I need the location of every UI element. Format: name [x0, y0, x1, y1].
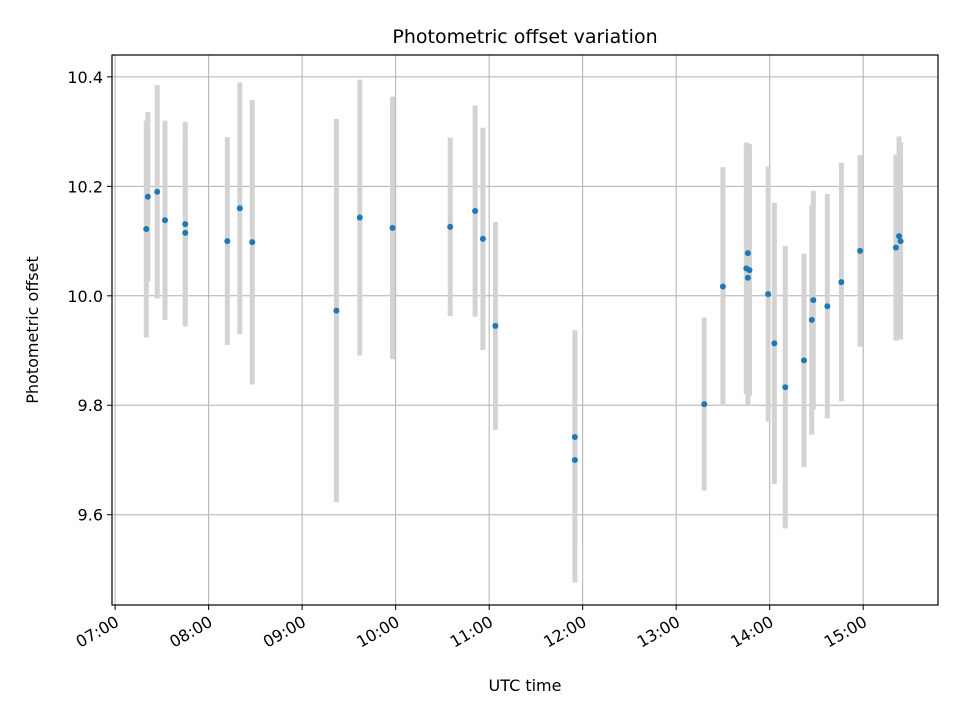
- data-point: [333, 307, 340, 314]
- data-point: [719, 283, 726, 290]
- data-point: [771, 340, 778, 347]
- data-point: [744, 274, 751, 281]
- chart-title: Photometric offset variation: [392, 26, 657, 48]
- x-axis-title: UTC time: [489, 676, 562, 695]
- data-point: [389, 224, 396, 231]
- data-point: [800, 357, 807, 364]
- data-point: [824, 303, 831, 310]
- data-point: [479, 235, 486, 242]
- plot-area-frame: [111, 54, 939, 606]
- data-point: [492, 322, 499, 329]
- data-point: [154, 188, 161, 195]
- data-points: [143, 188, 904, 463]
- data-point: [746, 267, 753, 274]
- data-point: [161, 217, 168, 224]
- data-point: [765, 291, 772, 298]
- data-point: [896, 233, 903, 240]
- y-axis: 9.6 9.8 10.0 10.2 10.4: [67, 68, 112, 525]
- data-point: [808, 316, 815, 323]
- data-point: [892, 244, 899, 251]
- y-tick-label: 9.8: [78, 396, 103, 415]
- data-point: [857, 247, 864, 254]
- data-point: [701, 401, 708, 408]
- data-point: [782, 384, 789, 391]
- y-tick-label: 10.4: [67, 68, 103, 87]
- y-tick-label: 10.0: [67, 287, 103, 306]
- y-axis-title: Photometric offset: [23, 256, 42, 404]
- data-point: [182, 229, 189, 236]
- data-point: [810, 297, 817, 304]
- data-point: [571, 433, 578, 440]
- data-point: [144, 193, 151, 200]
- data-point: [571, 456, 578, 463]
- data-point: [236, 205, 243, 212]
- data-point: [143, 226, 150, 233]
- data-point: [838, 279, 845, 286]
- y-tick-label: 10.2: [67, 177, 103, 196]
- data-point: [472, 207, 479, 214]
- data-point: [447, 223, 454, 230]
- data-point: [182, 221, 189, 228]
- data-point: [249, 239, 256, 246]
- data-point: [224, 238, 231, 245]
- data-point: [356, 214, 363, 221]
- y-tick-label: 9.6: [78, 506, 103, 525]
- grid-lines: [112, 55, 938, 605]
- data-point: [744, 250, 751, 257]
- data-point: [897, 238, 904, 245]
